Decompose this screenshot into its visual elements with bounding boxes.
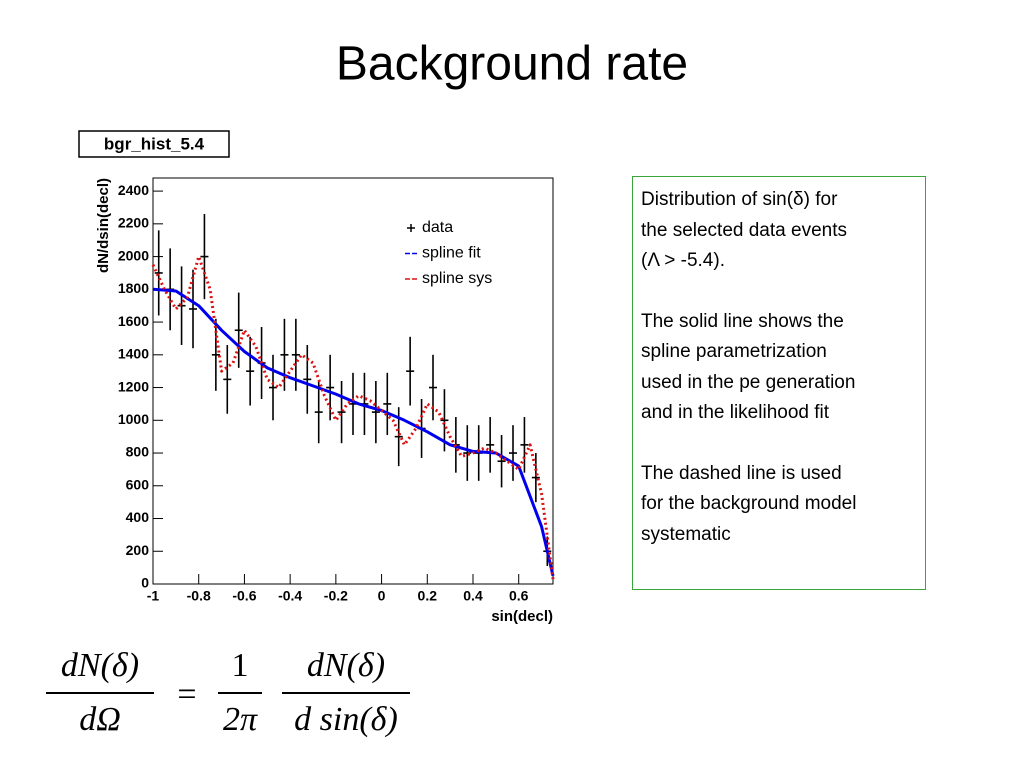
x-tick-label: -0.2 [324, 588, 348, 604]
note-line: spline parametrization [641, 341, 827, 362]
legend-label: spline fit [422, 245, 481, 262]
x-tick-label: -0.8 [187, 588, 211, 604]
x-tick-label: 0.4 [463, 588, 483, 604]
note-line: the selected data events [641, 219, 847, 241]
series-line [151, 255, 555, 580]
y-tick-label: 2200 [118, 215, 149, 231]
histogram-name-box [78, 130, 230, 158]
y-tick-label: 800 [126, 444, 150, 460]
x-tick-label: 0.2 [418, 588, 438, 604]
note-line: and in the likelihood fit [641, 402, 830, 423]
y-tick-label: 1200 [118, 378, 149, 394]
note-line: The dashed line is used [641, 462, 842, 484]
x-tick-label: 0 [378, 588, 386, 604]
formula-text: dN(δ) [307, 647, 385, 684]
note-line: for the background model [641, 493, 857, 514]
note-line: (Λ > -5.4). [641, 250, 725, 271]
y-tick-label: 1800 [118, 280, 149, 296]
x-tick-label: -0.6 [232, 588, 256, 604]
y-tick-label: 2000 [118, 247, 149, 263]
formula-text: dN(δ) [61, 647, 139, 684]
paragraph: Distribution of sin(δ) for the selected d… [641, 185, 917, 277]
x-tick-label: -1 [147, 588, 160, 604]
note-line: Distribution of sin(δ) for [641, 189, 838, 210]
y-tick-label: 200 [126, 542, 150, 558]
x-tick-label: -0.4 [278, 588, 302, 604]
formula-text: 2π [223, 701, 258, 738]
y-tick-label: 400 [126, 509, 150, 525]
formula: dN(δ) dΩ = 1 2π dN(δ) d sin(δ) [46, 647, 410, 738]
note-line: The solid line shows the [641, 310, 844, 332]
notes-box: Distribution of sin(δ) for the selected d… [632, 176, 926, 590]
legend-label: spline sys [422, 270, 492, 287]
y-tick-label: 600 [126, 476, 150, 492]
paragraph: The dashed line is used for the backgroun… [641, 459, 917, 551]
chart-title: bgr_hist_5.4 [104, 134, 205, 153]
y-tick-label: 0 [141, 575, 149, 591]
formula-text: d sin(δ) [294, 701, 398, 738]
y-tick-label: 1400 [118, 346, 149, 362]
formula-text: 1 [232, 647, 249, 684]
paragraph: The solid line shows the spline parametri… [641, 307, 917, 429]
y-tick-label: 1600 [118, 313, 149, 329]
x-axis-label: sin(decl) [491, 608, 553, 625]
note-line: used in the pe generation [641, 371, 856, 393]
note-line: systematic [641, 523, 731, 545]
slide-title: Background rate [336, 38, 688, 91]
formula-text: dΩ [79, 701, 121, 738]
formula-text: = [177, 676, 196, 713]
legend-label: data [422, 219, 453, 236]
x-tick-label: 0.6 [509, 588, 529, 604]
y-tick-label: 2400 [118, 182, 149, 198]
y-tick-label: 1000 [118, 411, 149, 427]
y-axis-label: dN/dsin(decl) [95, 178, 112, 273]
plot-frame [152, 177, 554, 585]
